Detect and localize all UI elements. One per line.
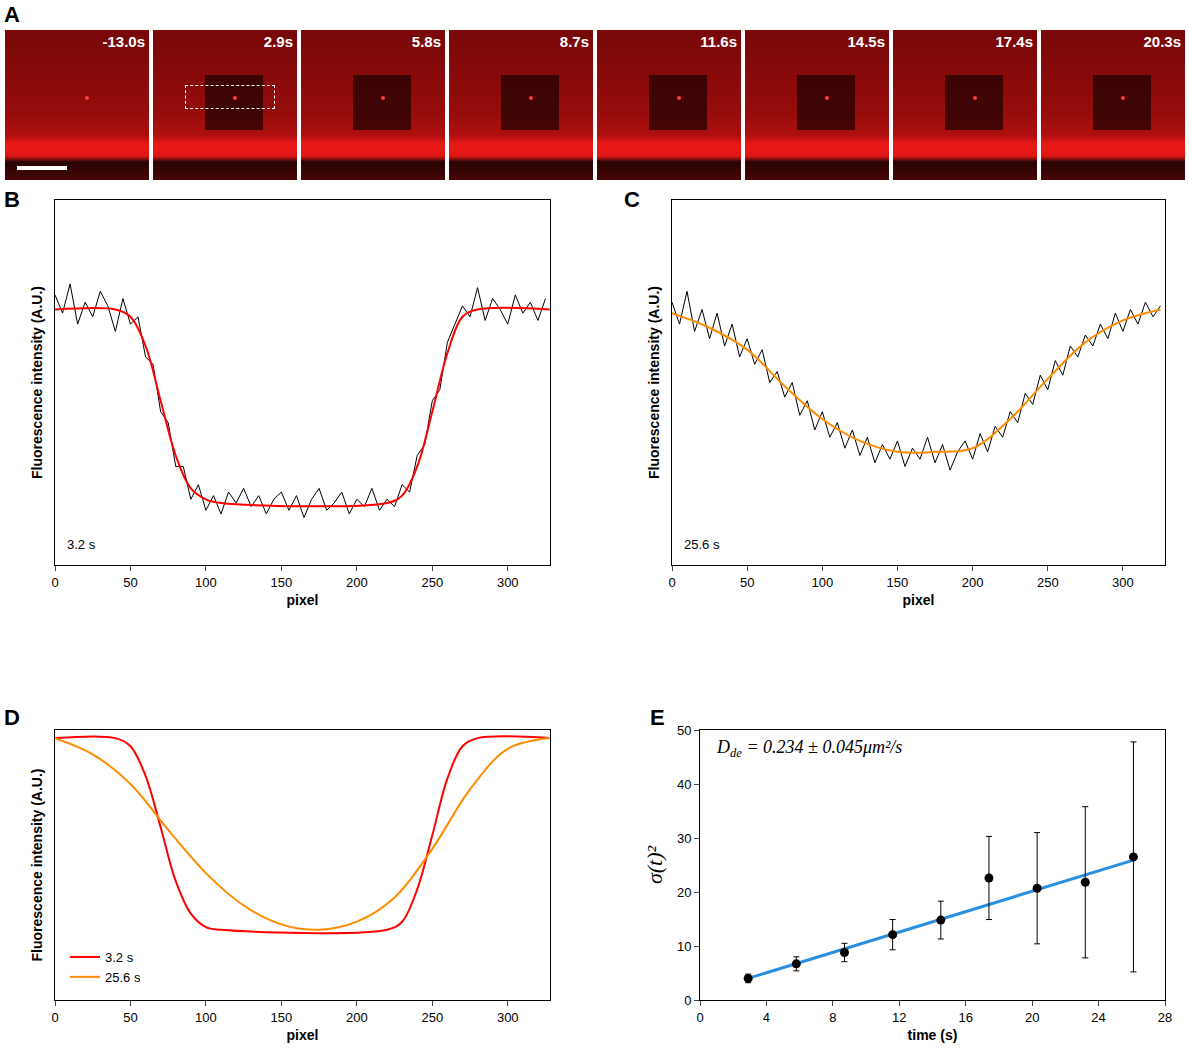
svg-text:250: 250 xyxy=(421,575,443,590)
svg-text:0: 0 xyxy=(51,575,58,590)
svg-text:16: 16 xyxy=(958,1010,972,1025)
svg-text:12: 12 xyxy=(892,1010,906,1025)
svg-text:4: 4 xyxy=(763,1010,770,1025)
svg-text:10: 10 xyxy=(677,939,691,954)
svg-text:0: 0 xyxy=(51,1010,58,1025)
svg-text:250: 250 xyxy=(1037,575,1059,590)
html-text:14.5s: 14.5s xyxy=(847,33,885,50)
svg-text:pixel: pixel xyxy=(903,592,935,608)
svg-text:σ(t)²: σ(t)² xyxy=(642,845,667,884)
svg-text:30: 30 xyxy=(677,831,691,846)
svg-text:20: 20 xyxy=(677,885,691,900)
svg-text:150: 150 xyxy=(271,1010,293,1025)
svg-text:D: D xyxy=(4,705,20,730)
svg-text:3.2 s: 3.2 s xyxy=(67,537,96,552)
html-text:2.9s: 2.9s xyxy=(263,33,293,50)
svg-text:Fluorescence intensity (A.U.): Fluorescence intensity (A.U.) xyxy=(29,286,45,479)
svg-text:8: 8 xyxy=(829,1010,836,1025)
html-text:17.4s: 17.4s xyxy=(995,33,1033,50)
svg-text:0: 0 xyxy=(684,993,691,1008)
svg-text:200: 200 xyxy=(962,575,984,590)
svg-text:50: 50 xyxy=(123,1010,137,1025)
svg-text:300: 300 xyxy=(1112,575,1134,590)
svg-text:E: E xyxy=(650,705,665,730)
svg-text:100: 100 xyxy=(195,575,217,590)
svg-text:0: 0 xyxy=(696,1010,703,1025)
svg-text:time (s): time (s) xyxy=(908,1027,958,1043)
svg-text:100: 100 xyxy=(811,575,833,590)
svg-text:300: 300 xyxy=(497,575,519,590)
svg-text:300: 300 xyxy=(497,1010,519,1025)
svg-text:24: 24 xyxy=(1091,1010,1105,1025)
svg-text:20: 20 xyxy=(1025,1010,1039,1025)
svg-text:pixel: pixel xyxy=(287,592,319,608)
html-text:8.7s: 8.7s xyxy=(559,33,589,50)
svg-text:D​de​ = 0.234 ± 0.045μm²/s: D​de​ = 0.234 ± 0.045μm²/s xyxy=(716,737,902,760)
svg-text:C: C xyxy=(624,187,640,212)
html-text:20.3s: 20.3s xyxy=(1143,33,1181,50)
svg-text:50: 50 xyxy=(123,575,137,590)
svg-text:3.2 s: 3.2 s xyxy=(105,950,134,965)
svg-text:50: 50 xyxy=(740,575,754,590)
svg-text:pixel: pixel xyxy=(287,1027,319,1043)
html-text:-13.0s: -13.0s xyxy=(102,33,145,50)
svg-text:Fluorescence intensity (A.U.): Fluorescence intensity (A.U.) xyxy=(29,769,45,962)
html-text:5.8s: 5.8s xyxy=(411,33,441,50)
svg-text:250: 250 xyxy=(421,1010,443,1025)
svg-text:Fluorescence intensity (A.U.): Fluorescence intensity (A.U.) xyxy=(646,286,662,479)
html-text:11.6s: 11.6s xyxy=(700,33,737,50)
svg-text:200: 200 xyxy=(346,575,368,590)
svg-text:100: 100 xyxy=(195,1010,217,1025)
svg-text:28: 28 xyxy=(1158,1010,1172,1025)
svg-text:150: 150 xyxy=(271,575,293,590)
svg-text:150: 150 xyxy=(887,575,909,590)
html-text:A: A xyxy=(4,2,20,27)
svg-text:40: 40 xyxy=(677,777,691,792)
svg-text:0: 0 xyxy=(668,575,675,590)
svg-text:200: 200 xyxy=(346,1010,368,1025)
svg-text:25.6 s: 25.6 s xyxy=(684,537,720,552)
svg-text:B: B xyxy=(4,187,20,212)
svg-text:25.6 s: 25.6 s xyxy=(105,970,141,985)
svg-text:50: 50 xyxy=(677,723,691,738)
